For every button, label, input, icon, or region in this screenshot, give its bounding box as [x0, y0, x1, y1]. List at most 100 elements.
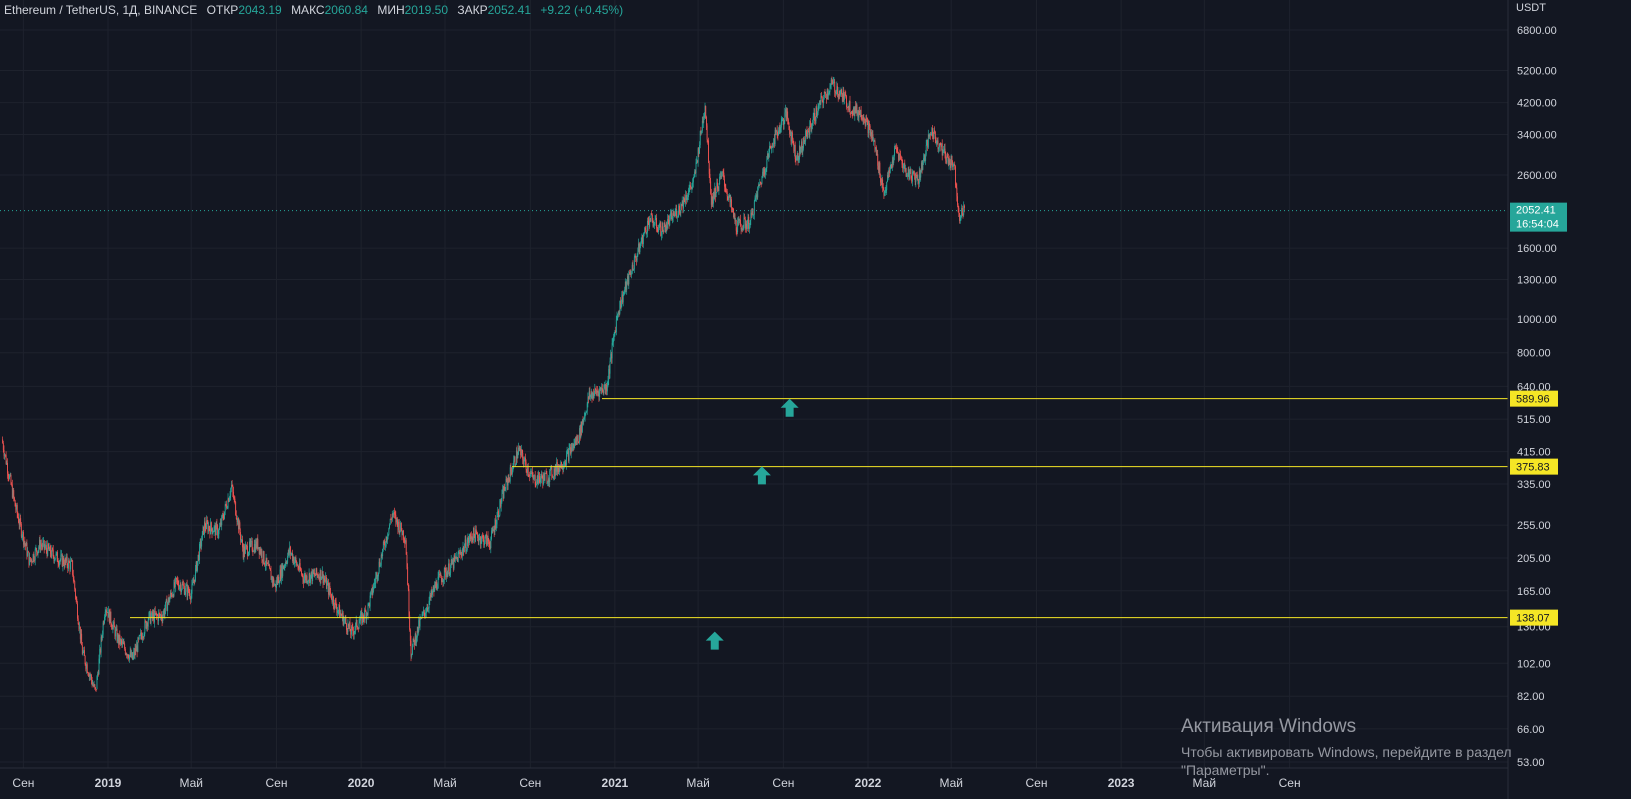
candle-body: [208, 526, 210, 529]
candle-body: [874, 140, 876, 150]
candle-body: [939, 143, 941, 146]
candle-body: [290, 553, 292, 555]
candle-body: [592, 393, 594, 399]
candle-body: [371, 588, 373, 595]
candle-body: [494, 520, 496, 532]
candle-body: [738, 219, 740, 221]
candle-body: [728, 195, 730, 197]
candle-body: [574, 440, 576, 445]
candle-body: [856, 104, 858, 116]
candle-body: [425, 612, 427, 616]
candle-body: [51, 548, 53, 557]
candle-body: [129, 654, 130, 660]
candle-body: [269, 568, 271, 571]
candle-body: [72, 574, 74, 580]
candle-body: [648, 220, 650, 227]
candle-body: [750, 212, 752, 221]
candle-body: [206, 520, 208, 523]
candle-body: [962, 213, 964, 215]
candle-body: [948, 157, 949, 166]
candle-body: [93, 684, 94, 687]
candle-body: [826, 97, 827, 99]
candle-body: [186, 584, 187, 586]
candle-body: [945, 154, 947, 161]
candle-body: [201, 540, 203, 547]
candle-body: [226, 505, 228, 509]
candle-body: [664, 222, 666, 225]
candle-body: [722, 171, 724, 173]
candle-body: [487, 535, 489, 542]
candle-body: [9, 475, 10, 479]
candle-body: [758, 185, 759, 188]
candle-body: [708, 140, 709, 163]
candle-body: [443, 568, 445, 580]
candle-body: [223, 518, 225, 519]
candle-body: [737, 219, 739, 221]
candle-body: [418, 620, 420, 632]
candle-body: [756, 194, 758, 198]
candle-body: [329, 586, 331, 593]
candle-body: [265, 557, 267, 566]
candle-body: [853, 107, 854, 115]
candle-body: [217, 534, 219, 536]
candle-body: [823, 91, 825, 98]
candle-body: [818, 104, 820, 107]
candle-body: [513, 460, 515, 468]
candle-body: [573, 444, 575, 448]
candle-body: [9, 474, 11, 476]
candle-body: [538, 472, 540, 484]
time-axis[interactable]: Сен 2019 Май Сен 2020 Май Сен 2021 Май Сен 2022 Май…: [0, 767, 1508, 790]
candle-body: [694, 171, 696, 177]
candle-body: [789, 130, 791, 135]
candle-body: [252, 550, 254, 552]
candle-body: [190, 597, 191, 600]
candle-body: [933, 130, 935, 139]
candle-body: [804, 141, 806, 142]
candle-body: [837, 86, 838, 95]
candle-body: [210, 522, 212, 529]
candle-body: [448, 563, 449, 572]
candle-body: [209, 529, 211, 535]
candle-body: [94, 684, 96, 688]
candle-body: [552, 476, 553, 478]
price-tick-label: 255.00: [1517, 520, 1551, 532]
candle-body: [769, 146, 770, 153]
candle-body: [308, 580, 309, 582]
candle-body: [276, 580, 277, 588]
candle-body: [373, 583, 375, 585]
price-axis[interactable]: 6800.00 5200.00 4200.00 3400.00 2600.00 1600.…: [1507, 0, 1631, 799]
candle-body: [892, 160, 894, 163]
horizontal-levels[interactable]: [0, 210, 1508, 619]
candle-body: [41, 545, 43, 547]
watermark-subtitle-2: "Параметры".: [1181, 762, 1270, 778]
candle-body: [558, 467, 560, 473]
candle-body: [446, 572, 447, 577]
candle-body: [382, 549, 384, 556]
candle-body: [519, 448, 521, 450]
candle-body: [77, 603, 78, 619]
candle-body: [310, 574, 311, 583]
symbol-title[interactable]: Ethereum / TetherUS, 1Д, BINANCE: [4, 3, 198, 17]
candle-body: [631, 264, 633, 274]
candle-body: [855, 104, 857, 114]
candle-body: [184, 591, 186, 595]
candle-body: [336, 607, 338, 613]
candle-body: [937, 140, 939, 150]
candle-body: [106, 610, 108, 613]
candle-body: [38, 547, 40, 551]
candle-body: [544, 473, 546, 481]
candle-body: [723, 172, 725, 180]
candle-body: [109, 611, 111, 623]
candle-body: [43, 540, 45, 549]
candle-body: [44, 547, 46, 549]
candle-body: [253, 551, 255, 553]
candle-body: [914, 174, 915, 176]
candle-body: [911, 178, 913, 182]
candle-body: [756, 194, 757, 198]
candle-body: [375, 576, 377, 583]
candle-body: [672, 213, 674, 218]
candle-body: [719, 175, 721, 177]
candle-body: [925, 154, 927, 161]
candle-body: [213, 531, 214, 533]
